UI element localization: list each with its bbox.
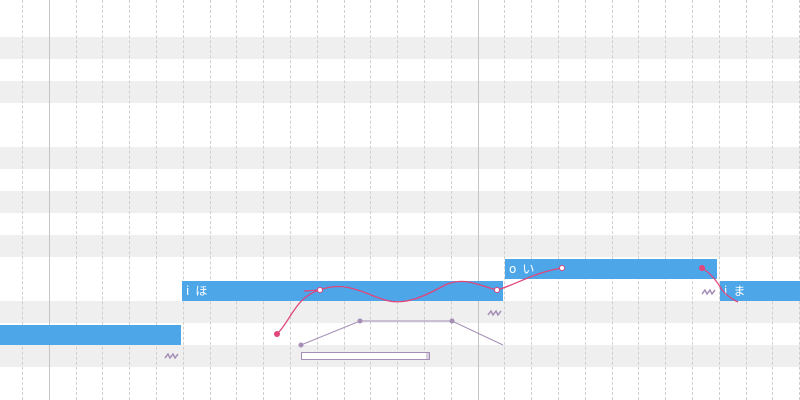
- note-prefix: i: [186, 284, 190, 298]
- envelope-bar-handle[interactable]: [426, 353, 429, 359]
- note-block[interactable]: [0, 325, 181, 345]
- beat-line: [344, 0, 345, 400]
- pitch-point[interactable]: [559, 265, 565, 271]
- beat-line: [210, 0, 211, 400]
- beat-line: [156, 0, 157, 400]
- note-lyric: い: [522, 262, 535, 276]
- beat-line: [424, 0, 425, 400]
- beat-line: [746, 0, 747, 400]
- note-prefix: i: [724, 284, 728, 298]
- bar-line: [49, 0, 50, 400]
- pitch-curve[interactable]: [276, 267, 563, 335]
- beat-line: [317, 0, 318, 400]
- beat-line: [76, 0, 77, 400]
- black-key-row: [0, 81, 800, 103]
- vibrato-icon[interactable]: [164, 352, 180, 360]
- pitch-point[interactable]: [494, 287, 500, 293]
- vibrato-icon[interactable]: [701, 288, 717, 296]
- envelope-point[interactable]: [449, 318, 455, 324]
- beat-line: [612, 0, 613, 400]
- beat-line: [558, 0, 559, 400]
- beat-line: [665, 0, 666, 400]
- envelope-bar[interactable]: [301, 352, 430, 360]
- pitch-point[interactable]: [317, 287, 323, 293]
- note-lyric: ま: [733, 284, 746, 298]
- beat-line: [504, 0, 505, 400]
- note-prefix: o: [509, 262, 517, 276]
- beat-line: [290, 0, 291, 400]
- beat-line: [772, 0, 773, 400]
- beat-line: [370, 0, 371, 400]
- note-lyric: ほ: [195, 284, 208, 298]
- beat-line: [129, 0, 130, 400]
- beat-line: [638, 0, 639, 400]
- pitch-curve[interactable]: [701, 267, 739, 303]
- envelope-point[interactable]: [357, 318, 363, 324]
- black-key-row: [0, 301, 800, 323]
- beat-line: [102, 0, 103, 400]
- beat-line: [397, 0, 398, 400]
- beat-line: [692, 0, 693, 400]
- pitch-point[interactable]: [699, 265, 705, 271]
- bar-line: [478, 0, 479, 400]
- beat-line: [263, 0, 264, 400]
- beat-line: [719, 0, 720, 400]
- envelope-point[interactable]: [298, 342, 304, 348]
- beat-line: [22, 0, 23, 400]
- beat-line: [531, 0, 532, 400]
- beat-line: [451, 0, 452, 400]
- pitch-point[interactable]: [274, 331, 280, 337]
- black-key-row: [0, 235, 800, 257]
- envelope-line[interactable]: [300, 320, 504, 346]
- beat-line: [183, 0, 184, 400]
- black-key-row: [0, 191, 800, 213]
- black-key-row: [0, 37, 800, 59]
- black-key-row: [0, 147, 800, 169]
- beat-line: [236, 0, 237, 400]
- vibrato-icon[interactable]: [487, 309, 503, 317]
- beat-line: [585, 0, 586, 400]
